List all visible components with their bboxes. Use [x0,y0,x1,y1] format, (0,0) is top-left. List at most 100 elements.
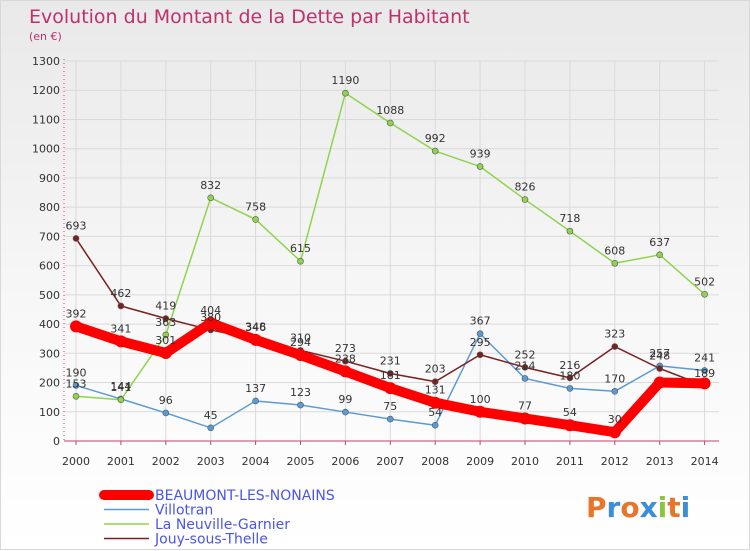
data-point-0 [474,405,487,418]
data-point-3 [566,374,574,382]
proxiti-logo: Proxiti [586,491,690,524]
data-point-0 [70,320,82,333]
legend-label: Jouy-sous-Thelle [154,532,268,548]
data-point-2 [162,331,170,339]
data-point-3 [162,315,170,322]
data-label: 241 [694,352,715,365]
data-label: 462 [110,287,131,300]
x-tick-label: 2000 [62,455,90,468]
data-label: 238 [335,352,356,365]
data-point-0 [204,316,217,329]
data-point-0 [563,419,576,432]
x-tick-label: 2001 [107,455,135,468]
data-label: 323 [604,328,625,341]
data-point-2 [72,392,80,400]
data-point-2 [701,290,708,298]
data-label: 758 [245,200,266,213]
data-point-1 [386,415,394,423]
grid [64,60,719,442]
chart-title: Evolution du Montant de la Dette par Hab… [29,6,470,28]
data-point-0 [653,376,666,389]
data-point-0 [384,382,397,395]
y-tick-label: 1200 [32,84,60,97]
legend-label: La Neuville-Garnier [155,517,290,533]
data-label: 170 [604,372,625,385]
y-tick-label: 700 [39,230,60,243]
data-label: 137 [245,382,266,395]
data-point-2 [386,119,394,127]
logo-letter: P [586,491,607,524]
data-point-1 [701,367,708,374]
data-label: 231 [380,354,401,367]
y-tick-label: 0 [53,435,60,448]
x-tick-label: 2002 [152,455,180,468]
logo-letter: i [681,491,691,524]
data-point-0 [294,349,307,362]
x-tick-label: 2007 [376,455,404,468]
data-label: 608 [604,244,625,257]
data-label: 348 [245,320,266,333]
x-tick-label: 2004 [242,455,270,468]
chart-subtitle: (en €) [29,30,62,43]
data-point-1 [252,397,259,405]
data-point-0 [339,365,352,378]
x-tick-label: 2006 [331,455,359,468]
data-point-2 [431,147,439,155]
data-point-0 [159,347,172,360]
data-label: 54 [563,406,577,419]
data-point-0 [608,426,621,439]
data-point-3 [117,302,125,310]
data-label: 123 [290,386,311,399]
data-label: 181 [380,369,401,382]
proxiti-logo-text: Proxiti [586,491,690,524]
data-point-1 [521,375,529,382]
data-point-1 [72,382,80,389]
data-label: 141 [110,381,131,394]
data-label: 189 [694,367,715,380]
x-tick-label: 2011 [556,455,584,468]
data-point-0 [249,333,262,346]
y-tick-label: 500 [39,289,60,302]
y-tick-label: 1100 [32,113,60,126]
x-tick-label: 2010 [511,455,539,468]
data-label: 1190 [331,74,359,87]
data-point-3 [476,351,484,359]
logo-letter: r [607,491,621,524]
data-label: 992 [425,132,446,145]
data-point-3 [656,365,664,372]
data-point-0 [114,335,127,348]
data-point-1 [611,388,619,395]
data-label: 203 [425,363,446,376]
data-point-3 [521,364,529,371]
logo-letter: t [667,491,680,524]
data-label: 54 [428,406,442,419]
data-label: 380 [200,311,221,324]
data-point-3 [386,370,394,377]
data-point-2 [611,259,619,267]
data-point-0 [698,377,711,390]
data-point-2 [656,251,664,259]
data-label: 45 [204,409,218,422]
data-label: 295 [470,336,491,349]
data-label: 637 [649,236,670,249]
data-point-2 [297,257,304,265]
data-label: 252 [515,348,536,361]
data-point-2 [342,89,349,97]
data-point-0 [429,396,442,409]
data-point-1 [297,401,304,409]
y-tick-label: 900 [39,172,60,185]
data-label: 99 [338,393,352,406]
logo-letter: o [620,491,639,524]
data-label: 153 [66,377,87,390]
data-label: 100 [470,393,491,406]
x-tick-label: 2009 [466,455,494,468]
data-point-2 [117,396,125,404]
data-label: 826 [515,181,536,194]
data-label: 257 [649,347,670,360]
data-label: 346 [245,321,266,334]
y-tick-label: 400 [39,318,60,331]
axes: 0 100 200 300 400 500 600 700 800 900 1000 1100 1200… [32,55,719,468]
data-label: 341 [110,322,131,335]
